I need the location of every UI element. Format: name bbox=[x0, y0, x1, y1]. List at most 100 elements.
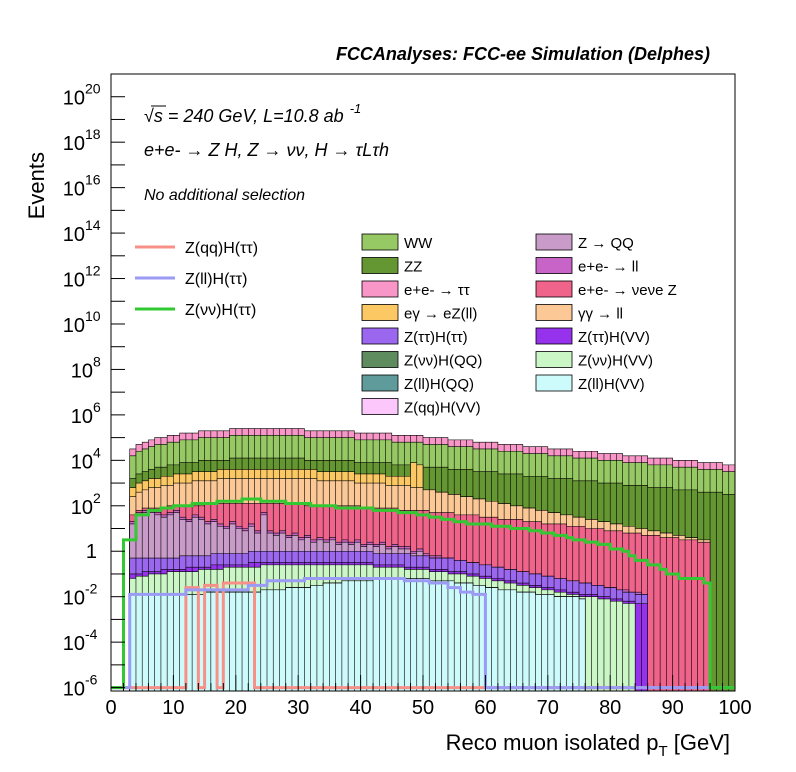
legend-entry: Z(ll)H(VV) bbox=[578, 376, 645, 393]
y-tick-label: 10 16 bbox=[63, 172, 101, 201]
y-tick-exponent: 6 bbox=[93, 399, 101, 415]
y-tick-label: 1 bbox=[86, 541, 97, 563]
x-tick-label: 70 bbox=[537, 697, 559, 719]
legend-swatch bbox=[361, 280, 399, 298]
legend-entry: e+e- → ττ bbox=[404, 282, 470, 299]
legend-swatch bbox=[361, 304, 399, 321]
y-tick-label: 10 10 bbox=[63, 308, 101, 337]
selection-annotation: No additional selection bbox=[144, 187, 305, 204]
legend-swatch bbox=[361, 398, 399, 415]
chart-title: FCCAnalyses: FCC-ee Simulation (Delphes) bbox=[336, 44, 710, 64]
y-tick-label: 10 4 bbox=[71, 444, 101, 473]
legend-swatch bbox=[361, 327, 399, 345]
y-tick-exponent: 8 bbox=[93, 353, 101, 369]
legend-swatch bbox=[361, 233, 399, 251]
y-axis-label: Events bbox=[24, 152, 49, 219]
legend-entry: ZZ bbox=[404, 259, 422, 276]
y-tick-base: 10 bbox=[63, 633, 85, 655]
legend-entry: Z(ll)H(ττ) bbox=[185, 271, 247, 288]
y-tick-label: 10 20 bbox=[63, 81, 101, 110]
y-tick-exponent: 14 bbox=[85, 217, 101, 233]
legend-swatch bbox=[535, 351, 573, 368]
y-tick-label: 10 6 bbox=[71, 399, 101, 428]
y-tick-label: 10 12 bbox=[63, 263, 101, 292]
y-tick-exponent: -2 bbox=[85, 581, 98, 597]
x-axis-label: Reco muon isolated pT [GeV] bbox=[446, 730, 730, 760]
y-tick-base: 1 bbox=[86, 541, 97, 563]
y-tick-label: 10 -2 bbox=[63, 581, 98, 610]
y-tick-base: 10 bbox=[63, 679, 85, 701]
plot-area bbox=[111, 428, 736, 692]
line-z-h- bbox=[111, 497, 735, 690]
y-tick-label: 10 18 bbox=[63, 126, 101, 155]
legend-entry: e+e- → ll bbox=[578, 259, 638, 276]
legend-swatch bbox=[535, 304, 573, 321]
legend-swatch bbox=[535, 257, 573, 274]
y-tick-exponent: 2 bbox=[93, 490, 101, 506]
legend-entry: Z(ττ)H(ττ) bbox=[404, 329, 468, 346]
x-tick-label: 40 bbox=[349, 697, 371, 719]
y-tick-label: 10 8 bbox=[71, 353, 101, 382]
legend-entry: Z(qq)H(ττ) bbox=[185, 240, 258, 257]
y-tick-base: 10 bbox=[63, 588, 85, 610]
x-tick-label: 10 bbox=[162, 697, 184, 719]
legend-entry: γγ → ll bbox=[578, 306, 623, 323]
x-tick-label: 20 bbox=[225, 697, 247, 719]
legend-swatch bbox=[361, 257, 399, 274]
y-tick-exponent: -4 bbox=[85, 626, 98, 642]
y-tick-exponent: -6 bbox=[85, 672, 98, 688]
legend-entry: Z(qq)H(VV) bbox=[404, 400, 481, 417]
legend-entry: Z(νν)H(ττ) bbox=[185, 302, 256, 319]
legend-swatch bbox=[361, 374, 399, 392]
legend-entry: Z(ll)H(QQ) bbox=[404, 376, 474, 393]
x-tick-label: 100 bbox=[718, 697, 751, 719]
y-tick-exponent: 20 bbox=[85, 81, 101, 97]
y-tick-exponent: 16 bbox=[85, 172, 101, 188]
legend-entry: Z(νν)H(QQ) bbox=[404, 353, 482, 370]
legend-swatch bbox=[535, 280, 573, 298]
x-tick-label: 50 bbox=[412, 697, 434, 719]
y-tick-exponent: 4 bbox=[93, 444, 101, 460]
y-tick-label: 10 -4 bbox=[63, 626, 98, 655]
x-tick-label: 0 bbox=[105, 697, 116, 719]
legend-entry: Z → QQ bbox=[578, 235, 634, 252]
legend-entry: WW bbox=[404, 235, 433, 252]
x-tick-label: 30 bbox=[287, 697, 309, 719]
y-tick-label: 10 14 bbox=[63, 217, 101, 246]
legend: Z(qq)H(ττ) Z(ll)H(ττ) Z(νν)H(ττ) WW ZZ e+e- →… bbox=[135, 233, 677, 417]
legend-entry: Z(νν)H(VV) bbox=[578, 353, 653, 370]
y-tick-base: 10 bbox=[63, 179, 85, 201]
y-tick-exponent: 12 bbox=[85, 263, 101, 279]
legend-swatch bbox=[535, 233, 573, 251]
x-tick-label: 80 bbox=[599, 697, 621, 719]
x-tick-label: 60 bbox=[474, 697, 496, 719]
legend-entry: eγ → eZ(ll) bbox=[404, 306, 477, 323]
y-tick-base: 10 bbox=[63, 315, 85, 337]
legend-swatch bbox=[535, 327, 573, 345]
y-tick-label: 10 -6 bbox=[63, 672, 98, 701]
y-tick-base: 10 bbox=[63, 224, 85, 246]
annotations: √s = 240 GeV, L=10.8 ab -1 e+e- → Z H, Z →… bbox=[144, 101, 389, 204]
y-tick-label: 10 2 bbox=[71, 490, 101, 519]
x-tick-label: 90 bbox=[661, 697, 683, 719]
energy-annotation: √s = 240 GeV, L=10.8 ab -1 bbox=[144, 101, 361, 126]
legend-swatch bbox=[535, 374, 573, 392]
y-tick-base: 10 bbox=[71, 497, 93, 519]
y-tick-exponent: 18 bbox=[85, 126, 101, 142]
process-annotation: e+e- → Z H, Z → νν, H → τLτh bbox=[144, 140, 389, 160]
signal-line bbox=[111, 577, 735, 690]
y-tick-base: 10 bbox=[63, 133, 85, 155]
y-tick-base: 10 bbox=[71, 451, 93, 473]
y-tick-base: 10 bbox=[63, 270, 85, 292]
line-z-ll-h- bbox=[111, 577, 735, 690]
legend-swatch bbox=[361, 351, 399, 368]
legend-entry: e+e- → νeνe Z bbox=[578, 282, 677, 299]
y-tick-exponent: 10 bbox=[85, 308, 101, 324]
signal-line bbox=[111, 497, 735, 690]
y-tick-base: 10 bbox=[71, 360, 93, 382]
legend-entry: Z(ττ)H(VV) bbox=[578, 329, 650, 346]
y-tick-base: 10 bbox=[63, 88, 85, 110]
y-tick-base: 10 bbox=[71, 406, 93, 428]
